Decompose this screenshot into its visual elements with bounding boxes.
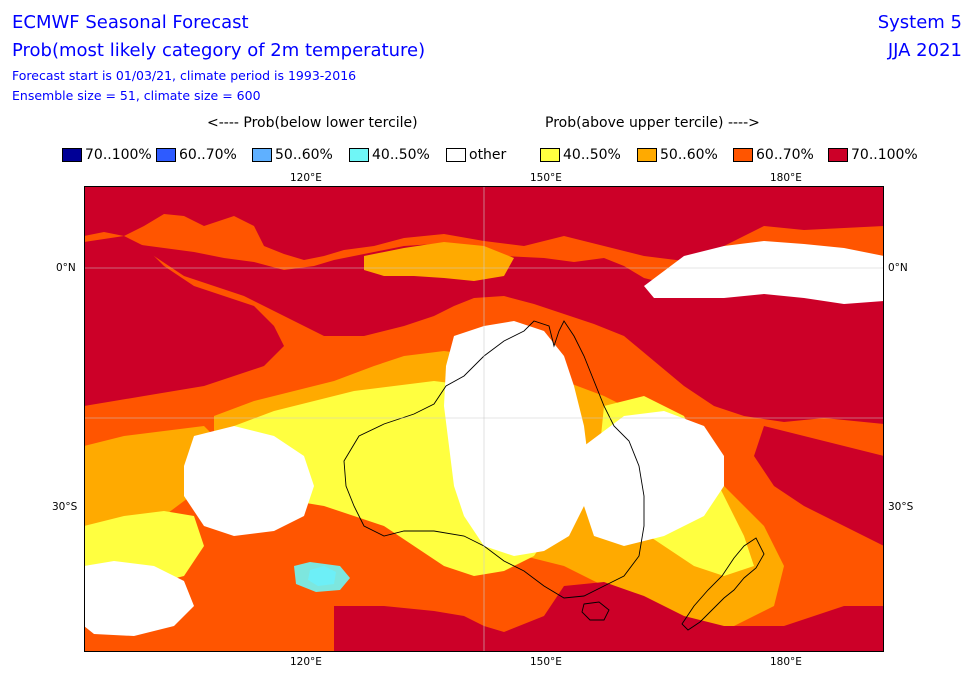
legend-label: other — [469, 147, 507, 163]
region-other-east-pacific — [644, 241, 884, 304]
lon-tick-bottom: 120°E — [290, 656, 322, 668]
legend-item: 60..70% — [156, 146, 237, 164]
legend-label: 40..50% — [563, 147, 621, 163]
ensemble-size-text: Ensemble size = 51, climate size = 600 — [12, 88, 261, 103]
system-label: System 5 — [877, 12, 962, 33]
legend-item: 70..100% — [828, 146, 918, 164]
region-70-west — [84, 236, 284, 406]
tasmania-outline — [581, 601, 610, 621]
legend-swatch — [733, 148, 753, 162]
legend-swatch — [828, 148, 848, 162]
legend-swatch — [62, 148, 82, 162]
legend-above-header: Prob(above upper tercile) ----> — [545, 115, 760, 131]
legend-item: 60..70% — [733, 146, 814, 164]
map-subtitle: Prob(most likely category of 2m temperat… — [12, 40, 426, 61]
legend-swatch — [446, 148, 466, 162]
legend-label: 50..60% — [660, 147, 718, 163]
legend-label: 40..50% — [372, 147, 430, 163]
lon-tick-top: 120°E — [290, 172, 322, 184]
lon-tick-bottom: 150°E — [530, 656, 562, 668]
legend: 70..100% 60..70% 50..60% 40..50% other 4… — [60, 146, 930, 164]
legend-item: 50..60% — [637, 146, 718, 164]
lat-tick-right: 30°S — [888, 501, 914, 513]
probability-map — [84, 186, 884, 652]
legend-item: 40..50% — [540, 146, 621, 164]
legend-label: 60..70% — [179, 147, 237, 163]
new-zealand-outline — [681, 537, 765, 631]
lon-tick-top: 180°E — [770, 172, 802, 184]
region-other-indian-ocean — [184, 426, 314, 536]
legend-label: 70..100% — [85, 147, 152, 163]
region-other-australia — [444, 321, 589, 556]
legend-below-header: <---- Prob(below lower tercile) — [207, 115, 418, 131]
lat-tick-left: 30°S — [52, 501, 78, 513]
legend-item: 40..50% — [349, 146, 430, 164]
region-40-below — [294, 562, 350, 592]
region-70-south-pacific — [754, 426, 884, 546]
legend-item: 50..60% — [252, 146, 333, 164]
region-70-equatorial — [84, 242, 884, 424]
legend-label: 70..100% — [851, 147, 918, 163]
legend-swatch — [349, 148, 369, 162]
forecast-start-text: Forecast start is 01/03/21, climate peri… — [12, 68, 357, 83]
region-other-tasman — [584, 411, 724, 546]
legend-item: 70..100% — [62, 146, 152, 164]
australia-coastline — [343, 320, 645, 599]
lat-tick-left: 0°N — [56, 262, 76, 274]
legend-swatch — [252, 148, 272, 162]
region-70-south — [334, 582, 884, 652]
legend-item: other — [446, 146, 506, 164]
legend-swatch — [637, 148, 657, 162]
legend-swatch — [156, 148, 176, 162]
region-50-nw-band — [364, 242, 514, 281]
map-title: ECMWF Seasonal Forecast — [12, 12, 249, 33]
lat-tick-right: 0°N — [888, 262, 908, 274]
region-other-sw — [84, 561, 194, 636]
legend-label: 50..60% — [275, 147, 333, 163]
legend-label: 60..70% — [756, 147, 814, 163]
map-frame — [84, 186, 884, 652]
season-label: JJA 2021 — [887, 40, 962, 61]
lon-tick-bottom: 180°E — [770, 656, 802, 668]
legend-swatch — [540, 148, 560, 162]
lon-tick-top: 150°E — [530, 172, 562, 184]
region-70-east-band — [644, 276, 884, 401]
